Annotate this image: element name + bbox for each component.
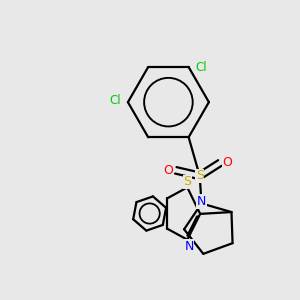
Text: S: S — [183, 176, 191, 188]
Text: Cl: Cl — [196, 61, 207, 74]
Text: S: S — [196, 169, 204, 182]
Text: Cl: Cl — [109, 94, 121, 107]
Text: N: N — [197, 195, 206, 208]
Text: O: O — [164, 164, 173, 177]
Text: O: O — [222, 157, 232, 169]
Text: N: N — [184, 240, 194, 253]
